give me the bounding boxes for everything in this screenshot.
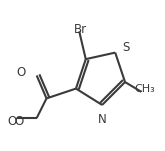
Text: O: O [16, 66, 25, 79]
Text: O: O [7, 115, 16, 128]
Text: O: O [14, 115, 24, 128]
Text: Br: Br [74, 23, 87, 36]
Text: S: S [122, 41, 129, 54]
Text: CH₃: CH₃ [135, 84, 156, 94]
Text: N: N [98, 113, 107, 126]
